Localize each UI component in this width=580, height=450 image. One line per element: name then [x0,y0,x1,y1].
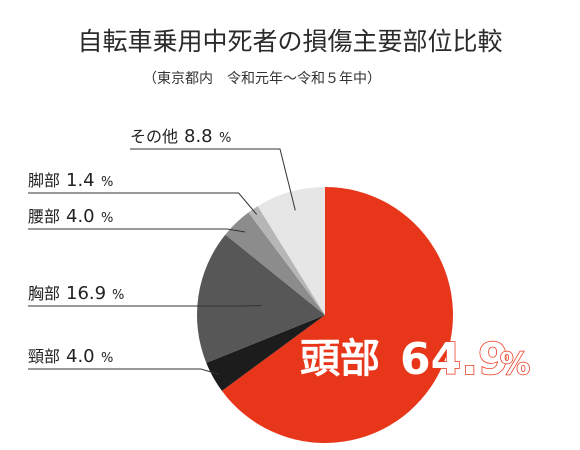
slice-label-unit-5: % [219,131,231,146]
slice-label-name-4: 脚部 [28,171,60,190]
leader-line-4 [28,192,258,215]
pie-slice-1 [206,315,325,391]
slice-label-pct-4: 1.4 [66,170,95,191]
leader-lines [28,148,296,375]
leader-line-1 [28,368,219,375]
pie-slice-5 [257,187,325,315]
slice-label-name-5: その他 [130,127,178,146]
chart-title: 自転車乗用中死者の損傷主要部位比較 [77,27,502,56]
pie-slice-4 [248,206,325,315]
slice-label-unit-0: % [500,347,530,382]
pie-slices [197,187,453,443]
slice-label-unit-2: % [112,288,124,303]
slice-label-pct-0: 64.9 [400,334,509,385]
pie-slice-2 [197,234,325,363]
slice-label-name-2: 胸部 [28,284,60,303]
slice-label-pct-5: 8.8 [184,126,213,147]
slice-label-pct-3: 4.0 [66,206,95,227]
leader-line-3 [28,228,246,233]
slice-label-name-0: 頭部 [300,336,380,382]
slice-label-unit-4: % [101,175,113,190]
slice-label-name-3: 腰部 [28,207,60,226]
slice-label-pct-2: 16.9 [66,283,106,304]
slice-labels: 頭部 64.9% 頸部 4.0 % 胸部 16.9 % 腰部 4.0 % 脚部 1.4 % その他 8.8% [28,126,531,386]
pie-slice-3 [225,212,325,315]
leader-line-5 [130,148,296,211]
slice-label-name-1: 頸部 [28,347,60,366]
slice-label-pct-1: 4.0 [66,346,95,367]
slice-label-unit-1: % [101,351,113,366]
slice-label-unit-3: % [101,211,113,226]
chart-subtitle: （東京都内 令和元年～令和５年中） [143,71,381,87]
pie-slice-0 [221,187,453,443]
